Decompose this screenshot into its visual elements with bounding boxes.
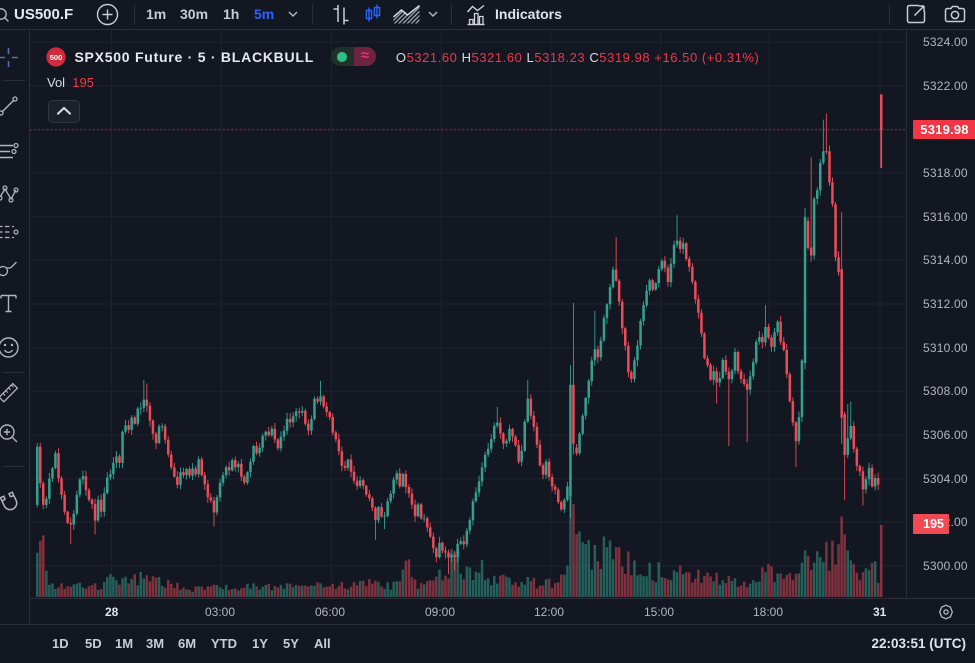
svg-text:500: 500	[50, 53, 63, 62]
